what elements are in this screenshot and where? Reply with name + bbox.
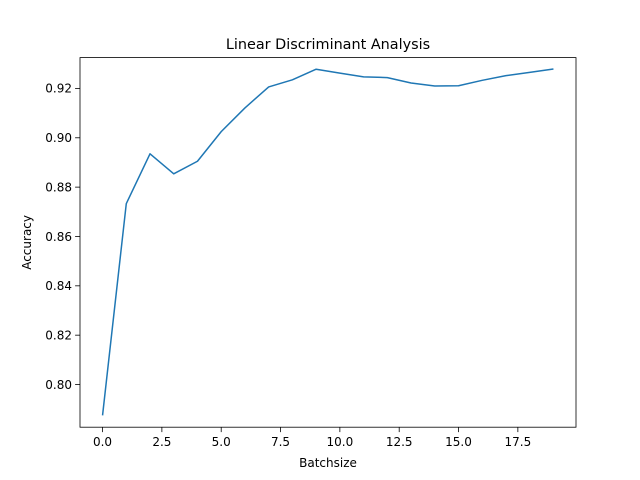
chart-title: Linear Discriminant Analysis xyxy=(226,37,430,53)
y-tick-label: 0.80 xyxy=(45,378,72,392)
x-tick-label: 2.5 xyxy=(152,435,171,449)
accuracy-series-line xyxy=(101,68,554,416)
plot-series xyxy=(101,68,554,416)
y-tick-label: 0.92 xyxy=(45,82,72,96)
y-tick-label: 0.82 xyxy=(45,328,72,342)
x-tick-label: 0.0 xyxy=(93,435,112,449)
x-tick-label: 17.5 xyxy=(504,435,531,449)
x-tick-label: 15.0 xyxy=(445,435,472,449)
x-axis-label: Batchsize xyxy=(299,456,357,470)
y-tick-label: 0.86 xyxy=(45,230,72,244)
x-tick-label: 10.0 xyxy=(327,435,354,449)
y-tick-label: 0.84 xyxy=(45,279,72,293)
y-tick-label: 0.90 xyxy=(45,131,72,145)
x-tick-label: 12.5 xyxy=(386,435,413,449)
y-tick-label: 0.88 xyxy=(45,180,72,194)
x-tick-label: 5.0 xyxy=(212,435,231,449)
plot-area-frame xyxy=(79,57,577,428)
x-tick-label: 7.5 xyxy=(271,435,290,449)
y-axis-ticks: 0.80 0.82 0.84 0.86 0.88 0.90 0.92 xyxy=(45,82,80,392)
y-axis-label: Accuracy xyxy=(20,215,34,270)
x-axis-ticks: 0.0 2.5 5.0 7.5 10.0 12.5 15.0 17.5 xyxy=(93,427,531,449)
